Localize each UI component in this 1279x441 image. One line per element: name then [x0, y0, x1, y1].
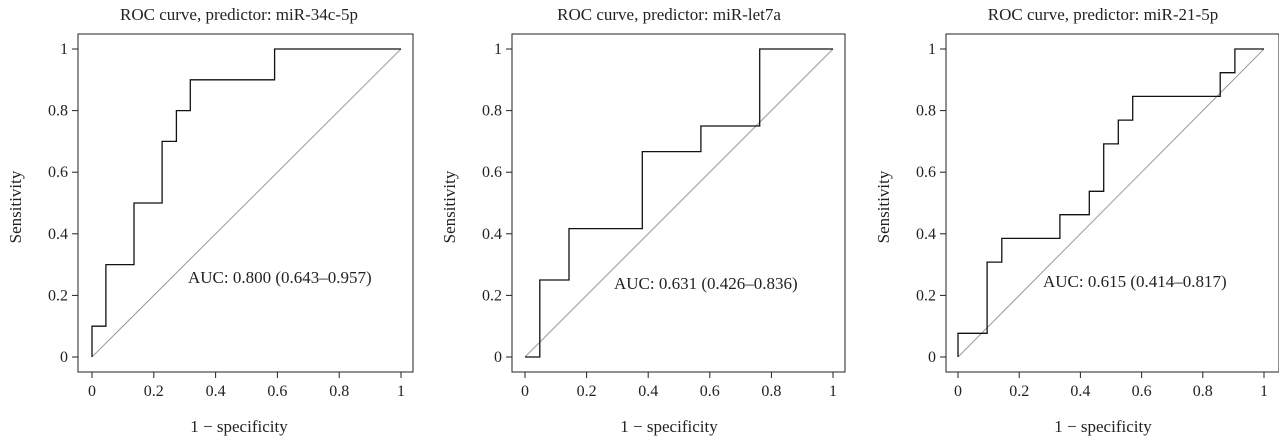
- reference-diagonal: [91, 48, 402, 358]
- x-tick-label: 0.4: [1070, 383, 1090, 400]
- auc-annotation: AUC: 0.615 (0.414–0.817): [1043, 272, 1227, 291]
- x-tick-label: 1: [1260, 383, 1268, 400]
- x-axis-label: 1 − specificity: [1054, 417, 1152, 436]
- reference-diagonal: [524, 48, 834, 358]
- y-tick-label: 1: [494, 41, 502, 58]
- roc-curve: [525, 48, 833, 358]
- roc-curve: [957, 48, 1264, 357]
- plot-frame: [511, 33, 846, 373]
- roc-curve: [91, 48, 401, 357]
- y-axis-label: Sensitivity: [874, 170, 893, 243]
- roc-panel-mir-21-5p: ROC curve, predictor: miR-21-5p 1 − spec…: [874, 5, 1279, 436]
- y-tick-label: 0.4: [482, 226, 502, 243]
- x-tick-label: 0: [88, 383, 96, 400]
- y-tick-label: 0.8: [916, 103, 936, 120]
- y-tick-label: 0: [60, 349, 68, 366]
- y-tick-label: 0.6: [48, 164, 68, 181]
- y-tick-label: 0.6: [916, 164, 936, 181]
- x-tick-label: 0.4: [638, 383, 658, 400]
- x-axis-label: 1 − specificity: [190, 417, 288, 436]
- y-tick-label: 0.4: [48, 226, 68, 243]
- x-tick-label: 1: [397, 383, 405, 400]
- plot-frame: [945, 33, 1279, 373]
- y-tick-label: 0.2: [916, 287, 936, 304]
- y-tick-label: 0.2: [48, 287, 68, 304]
- x-tick-label: 0.8: [329, 383, 349, 400]
- x-tick-label: 0.8: [1193, 383, 1213, 400]
- x-tick-label: 0.6: [267, 383, 287, 400]
- x-axis-label: 1 − specificity: [620, 417, 718, 436]
- reference-diagonal: [957, 48, 1265, 358]
- y-tick-label: 1: [60, 41, 68, 58]
- panel-title: ROC curve, predictor: miR-34c-5p: [120, 5, 358, 24]
- roc-panel-mir-let7a: ROC curve, predictor: miR-let7a 1 − spec…: [440, 5, 846, 436]
- x-tick-label: 1: [829, 383, 837, 400]
- y-tick-label: 0.2: [482, 287, 502, 304]
- x-tick-label: 0: [521, 383, 529, 400]
- x-tick-label: 0.4: [206, 383, 226, 400]
- roc-panel-mir-34c-5p: ROC curve, predictor: miR-34c-5p 1 − spe…: [6, 5, 414, 436]
- y-tick-label: 0.4: [916, 226, 936, 243]
- auc-annotation: AUC: 0.631 (0.426–0.836): [614, 274, 798, 293]
- x-tick-label: 0.6: [1132, 383, 1152, 400]
- y-tick-label: 1: [928, 41, 936, 58]
- y-tick-label: 0: [494, 349, 502, 366]
- x-tick-label: 0.8: [761, 383, 781, 400]
- y-axis-label: Sensitivity: [6, 170, 25, 243]
- x-tick-label: 0.6: [700, 383, 720, 400]
- y-tick-label: 0.6: [482, 164, 502, 181]
- panel-title: ROC curve, predictor: miR-21-5p: [988, 5, 1218, 24]
- x-tick-label: 0.2: [577, 383, 597, 400]
- auc-annotation: AUC: 0.800 (0.643–0.957): [188, 268, 372, 287]
- panel-title: ROC curve, predictor: miR-let7a: [557, 5, 781, 24]
- y-tick-label: 0.8: [482, 103, 502, 120]
- x-tick-label: 0.2: [144, 383, 164, 400]
- plot-frame: [77, 33, 414, 373]
- y-axis-label: Sensitivity: [440, 170, 459, 243]
- x-tick-label: 0: [954, 383, 962, 400]
- y-tick-label: 0.8: [48, 103, 68, 120]
- x-tick-label: 0.2: [1009, 383, 1029, 400]
- y-tick-label: 0: [928, 349, 936, 366]
